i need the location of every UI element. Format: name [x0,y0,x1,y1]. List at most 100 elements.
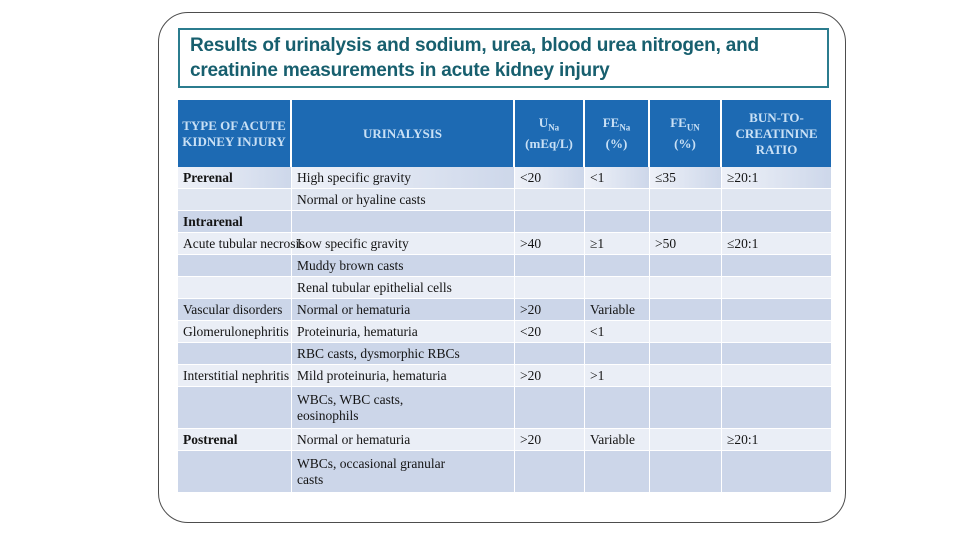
cell-una [515,189,585,211]
cell-fena: <1 [585,167,650,189]
cell-fena [585,255,650,277]
cell-urinalysis: Muddy brown casts [292,255,515,277]
cell-feun [650,451,722,493]
cell-bun: ≥20:1 [722,167,831,189]
table-row: Interstitial nephritis Mild proteinuria, … [178,365,831,387]
cell-type [178,277,292,299]
table-row: Vascular disorders Normal or hematuria >20… [178,299,831,321]
cell-feun [650,189,722,211]
cell-feun [650,211,722,233]
cell-una: >40 [515,233,585,255]
cell-type [178,343,292,365]
cell-urinalysis: Normal or hyaline casts [292,189,515,211]
cell-feun: ≤35 [650,167,722,189]
cell-urinalysis: Normal or hematuria [292,429,515,451]
aki-table: TYPE OF ACUTE KIDNEY INJURY URINALYSIS U… [178,100,831,493]
cell-bun [722,277,831,299]
cell-fena [585,451,650,493]
col-header-urinalysis: URINALYSIS [292,100,515,167]
table-row: Renal tubular epithelial cells [178,277,831,299]
col-header-fena: FENa (%) [585,100,650,167]
cell-una [515,387,585,429]
cell-type [178,451,292,493]
cell-feun [650,365,722,387]
cell-urinalysis [292,211,515,233]
cell-una: <20 [515,167,585,189]
cell-bun [722,189,831,211]
cell-bun [722,343,831,365]
cell-feun [650,429,722,451]
table-row: Intrarenal [178,211,831,233]
cell-type: Postrenal [178,429,292,451]
cell-bun [722,451,831,493]
cell-urinalysis: WBCs, occasional granular casts [292,451,515,493]
cell-feun: >50 [650,233,722,255]
cell-urinalysis: Normal or hematuria [292,299,515,321]
una-symbol: UNa [538,115,560,133]
cell-fena [585,387,650,429]
cell-una: >20 [515,299,585,321]
table-row: Muddy brown casts [178,255,831,277]
col-header-una: UNa (mEq/L) [515,100,585,167]
table-row: RBC casts, dysmorphic RBCs [178,343,831,365]
cell-bun [722,321,831,343]
table-row: Postrenal Normal or hematuria >20 Variable ≥… [178,429,831,451]
cell-feun [650,343,722,365]
cell-bun [722,365,831,387]
cell-urinalysis: WBCs, WBC casts, eosinophils [292,387,515,429]
fena-symbol: FENa [602,115,631,133]
cell-fena: <1 [585,321,650,343]
cell-una [515,255,585,277]
table-row: Acute tubular necrosis Low specific gravi… [178,233,831,255]
cell-una: >20 [515,429,585,451]
cell-type [178,189,292,211]
col-header-type: TYPE OF ACUTE KIDNEY INJURY [178,100,292,167]
table-row: WBCs, WBC casts, eosinophils [178,387,831,429]
cell-fena: >1 [585,365,650,387]
cell-urinalysis: Mild proteinuria, hematuria [292,365,515,387]
cell-una: >20 [515,365,585,387]
una-unit: (mEq/L) [525,135,573,151]
cell-una [515,343,585,365]
header-row: TYPE OF ACUTE KIDNEY INJURY URINALYSIS U… [178,100,831,167]
title-box: Results of urinalysis and sodium, urea, … [178,28,829,88]
cell-una [515,277,585,299]
cell-fena: ≥1 [585,233,650,255]
cell-fena [585,343,650,365]
cell-feun [650,255,722,277]
cell-bun [722,255,831,277]
cell-type: Acute tubular necrosis [178,233,304,255]
cell-urinalysis: RBC casts, dysmorphic RBCs [292,343,515,365]
fena-unit: (%) [605,135,628,151]
cell-type: Vascular disorders [178,299,292,321]
table-row: Glomerulonephritis Proteinuria, hematuria… [178,321,831,343]
feun-symbol: FEUN [670,115,700,133]
cell-una [515,211,585,233]
cell-type: Intrarenal [178,211,292,233]
cell-fena: Variable [585,429,650,451]
cell-urinalysis: High specific gravity [292,167,515,189]
cell-bun [722,211,831,233]
cell-urinalysis: Renal tubular epithelial cells [292,277,515,299]
cell-bun: ≤20:1 [722,233,831,255]
cell-urinalysis: Low specific gravity [292,233,515,255]
feun-unit: (%) [674,135,696,151]
cell-feun [650,277,722,299]
cell-fena [585,189,650,211]
cell-type: Glomerulonephritis [178,321,292,343]
cell-bun [722,387,831,429]
col-header-feun: FEUN (%) [650,100,722,167]
table-row: Normal or hyaline casts [178,189,831,211]
cell-feun [650,387,722,429]
col-header-bun-ratio: BUN-TO-CREATININE RATIO [722,100,831,167]
slide-title: Results of urinalysis and sodium, urea, … [190,35,759,81]
slide-border [158,12,846,523]
cell-urinalysis: Proteinuria, hematuria [292,321,515,343]
cell-feun [650,299,722,321]
cell-feun [650,321,722,343]
cell-una [515,451,585,493]
cell-bun [722,299,831,321]
cell-type [178,255,292,277]
cell-una: <20 [515,321,585,343]
